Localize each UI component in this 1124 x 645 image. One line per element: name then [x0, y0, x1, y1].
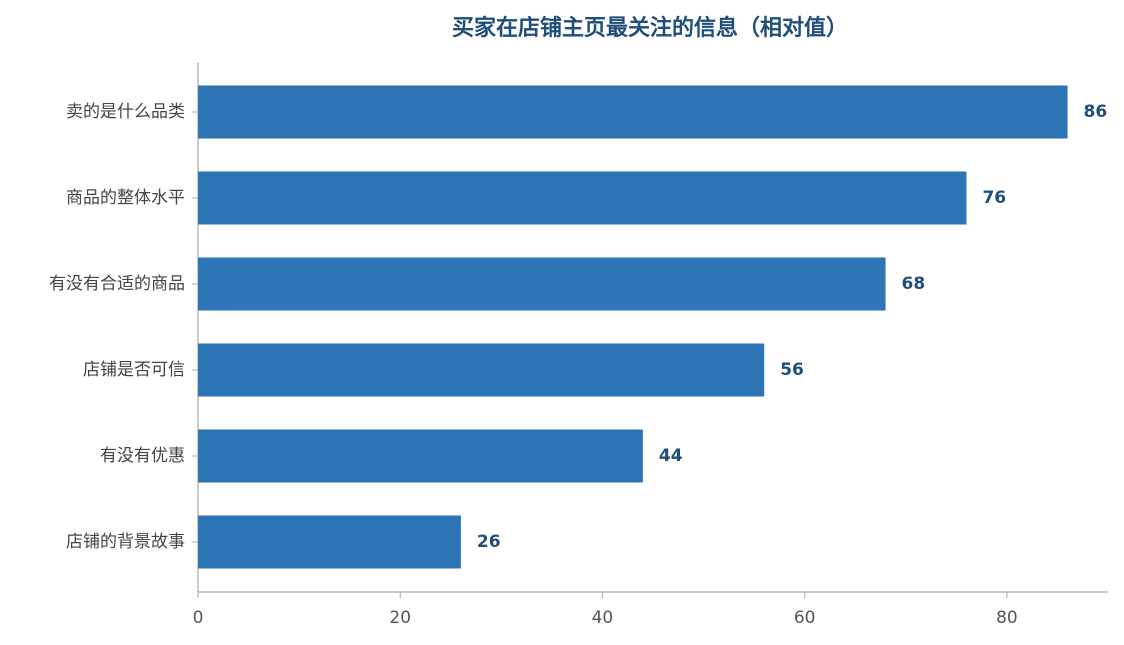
y-tick-label: 有没有合适的商品: [49, 274, 185, 294]
value-label: 68: [902, 274, 926, 294]
bar: [198, 515, 461, 569]
value-label: 56: [780, 360, 804, 380]
y-tick-label: 卖的是什么品类: [66, 102, 185, 122]
bar: [198, 85, 1068, 139]
x-tick-label: 20: [389, 608, 411, 628]
bar: [198, 429, 643, 483]
y-tick-label: 商品的整体水平: [66, 188, 185, 208]
x-tick-label: 0: [193, 608, 204, 628]
y-tick-label: 店铺的背景故事: [66, 532, 185, 552]
y-tick-label: 有没有优惠: [100, 446, 185, 466]
bar: [198, 343, 765, 397]
x-tick-label: 40: [592, 608, 614, 628]
value-label: 86: [1084, 102, 1108, 122]
value-label: 76: [982, 188, 1006, 208]
x-tick-label: 60: [794, 608, 816, 628]
bar: [198, 171, 967, 225]
value-label: 26: [477, 532, 501, 552]
bar: [198, 257, 886, 311]
chart-title: 买家在店铺主页最关注的信息（相对值）: [452, 15, 848, 41]
y-tick-label: 店铺是否可信: [83, 360, 185, 380]
x-tick-label: 80: [996, 608, 1018, 628]
value-label: 44: [659, 446, 683, 466]
